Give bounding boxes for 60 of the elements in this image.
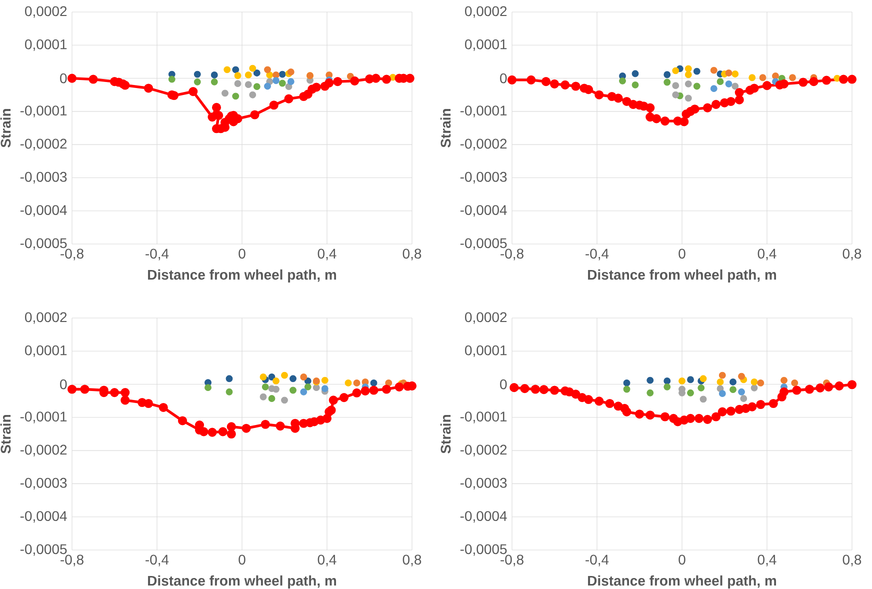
y-tick-label: 0 (60, 379, 67, 390)
y-tick-label: -0,0005 (460, 544, 507, 556)
x-tick-label: -0,8 (500, 248, 524, 260)
y-tick-label: -0,0002 (460, 444, 507, 456)
y-tick-label: -0,0002 (20, 138, 67, 150)
x-tick-label: 0,4 (318, 554, 336, 566)
y-tick-label: 0 (500, 73, 507, 84)
y-tick-label: -0,0001 (460, 412, 507, 424)
y-tick-label: -0,0001 (20, 106, 67, 118)
y-tick-label: -0,0004 (460, 511, 507, 523)
y-tick-label: -0,0003 (20, 172, 67, 184)
x-tick-label: 0 (678, 554, 686, 565)
x-tick-label: 0 (238, 554, 246, 565)
x-tick-label: 0,4 (758, 554, 776, 566)
x-tick-label: 0 (678, 248, 686, 259)
x-tick-label: 0,8 (402, 554, 422, 566)
x-tick-label: -0,8 (60, 554, 84, 566)
y-tick-label: -0,0005 (20, 238, 67, 250)
x-tick-label: 0,8 (402, 248, 422, 260)
y-tick-label: -0,0005 (460, 238, 507, 250)
y-tick-label: -0,0005 (20, 544, 67, 556)
y-axis-title: Strain (0, 109, 11, 148)
x-axis-title: Distance from wheel path, m (148, 269, 336, 282)
y-tick-label: -0,0003 (460, 172, 507, 184)
y-tick-label: 0 (500, 379, 507, 390)
y-tick-label: -0,0001 (460, 106, 507, 118)
x-tick-label: 0,4 (318, 248, 336, 260)
y-tick-label: 0,0002 (25, 6, 67, 18)
y-axis-title: Strain (0, 415, 11, 454)
y-axis-title: Strain (440, 109, 451, 148)
y-tick-label: 0,0001 (465, 345, 507, 357)
x-tick-label: 0,8 (842, 554, 862, 566)
y-tick-label: 0,0001 (25, 39, 67, 51)
y-tick-label: 0,0001 (25, 345, 67, 357)
y-tick-label: -0,0003 (460, 478, 507, 490)
y-tick-label: 0,0002 (465, 6, 507, 18)
y-tick-label: 0 (60, 73, 67, 84)
y-tick-label: -0,0002 (20, 444, 67, 456)
y-tick-label: 0,0002 (465, 312, 507, 324)
y-tick-label: 0,0002 (25, 312, 67, 324)
x-tick-label: 0,8 (842, 248, 862, 260)
y-tick-label: -0,0004 (20, 205, 67, 217)
x-tick-label: -0,4 (146, 248, 169, 260)
x-tick-label: 0 (238, 248, 246, 259)
y-tick-label: -0,0003 (20, 478, 67, 490)
y-tick-label: -0,0004 (460, 205, 507, 217)
x-tick-label: 0,4 (758, 248, 776, 260)
x-axis-title: Distance from wheel path, m (148, 575, 336, 588)
x-tick-label: -0,8 (500, 554, 524, 566)
x-tick-label: -0,4 (146, 554, 169, 566)
y-tick-label: 0,0001 (465, 39, 507, 51)
y-tick-label: -0,0001 (20, 412, 67, 424)
x-axis-title: Distance from wheel path, m (588, 575, 776, 588)
x-axis-title: Distance from wheel path, m (588, 269, 776, 282)
x-tick-label: -0,4 (586, 248, 609, 260)
x-tick-label: -0,8 (60, 248, 84, 260)
y-axis-title: Strain (440, 415, 451, 454)
y-tick-label: -0,0002 (460, 138, 507, 150)
y-tick-label: -0,0004 (20, 511, 67, 523)
x-tick-label: -0,4 (586, 554, 609, 566)
